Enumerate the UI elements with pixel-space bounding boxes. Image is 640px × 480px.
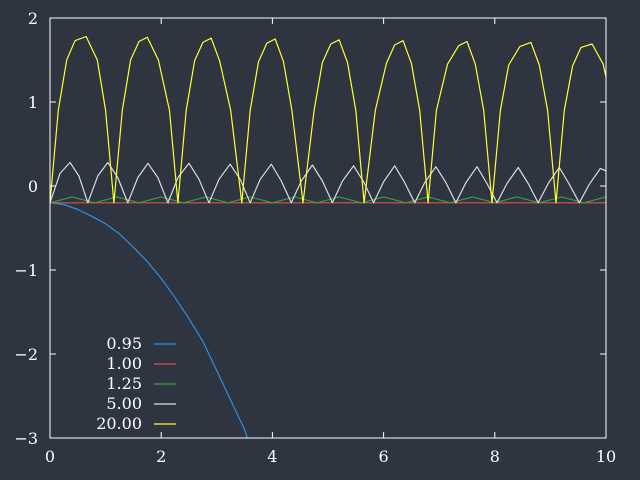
x-tick-labels: 0 2 4 6 8 10 bbox=[45, 447, 616, 466]
y-tick-label-2: −1 bbox=[14, 261, 38, 280]
y-tick-label-0: −3 bbox=[14, 429, 38, 448]
x-tick-label-1: 2 bbox=[156, 447, 166, 466]
ticks-layer bbox=[49, 17, 607, 439]
legend-label-1: 1.00 bbox=[106, 354, 142, 373]
x-tick-label-4: 8 bbox=[490, 447, 500, 466]
x-tick-label-5: 10 bbox=[596, 447, 616, 466]
legend-label-3: 5.00 bbox=[106, 394, 142, 413]
y-tick-label-5: 2 bbox=[28, 9, 38, 28]
x-tick-label-3: 6 bbox=[379, 447, 389, 466]
y-tick-label-1: −2 bbox=[14, 345, 38, 364]
series-line-3 bbox=[49, 161, 607, 204]
y-tick-label-3: 0 bbox=[28, 177, 38, 196]
series-line-0 bbox=[49, 202, 248, 439]
legend-label-4: 20.00 bbox=[96, 414, 142, 433]
x-tick-label-2: 4 bbox=[267, 447, 277, 466]
series-layer bbox=[49, 35, 607, 439]
plot-frame bbox=[49, 17, 607, 439]
y-tick-label-4: 1 bbox=[28, 93, 38, 112]
series-line-4 bbox=[49, 35, 607, 204]
y-tick-labels: −3 −2 −1 0 1 2 bbox=[14, 9, 38, 448]
legend-label-0: 0.95 bbox=[106, 334, 142, 353]
legend-label-2: 1.25 bbox=[106, 374, 142, 393]
series-line-2 bbox=[49, 196, 607, 204]
x-tick-label-0: 0 bbox=[45, 447, 55, 466]
